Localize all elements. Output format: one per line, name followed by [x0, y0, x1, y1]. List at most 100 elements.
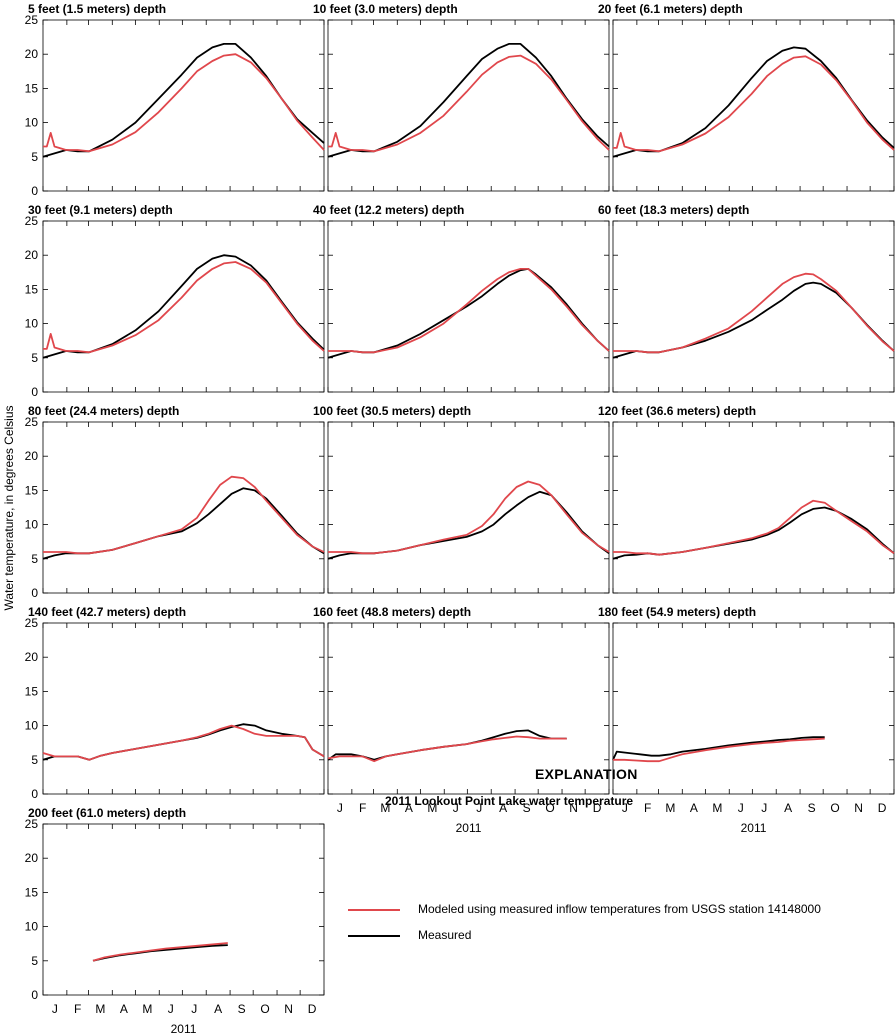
series-line-modeled [43, 261, 325, 354]
series-line-measured [612, 506, 895, 560]
panel-3: 20 feet (6.1 meters) depth [598, 2, 895, 192]
series-line-modeled [328, 268, 610, 354]
series-line-measured [92, 944, 228, 962]
series-line-measured [327, 729, 567, 761]
panel-frame [42, 19, 325, 192]
legend-label-measured: Measured [418, 928, 472, 942]
y-tick-label: 10 [25, 518, 39, 532]
series-line-modeled [43, 475, 325, 555]
y-tick-label: 20 [25, 449, 39, 463]
x-tick-label: J [52, 1002, 58, 1016]
y-tick-label: 15 [25, 81, 39, 95]
x-tick-label: D [878, 801, 887, 815]
y-tick-label: 10 [25, 116, 39, 130]
panel-1: 5 feet (1.5 meters) depth 0 5 10 15 20 25 [25, 2, 325, 198]
y-tick-label: 10 [25, 317, 39, 331]
panel-5: 40 feet (12.2 meters) depth [313, 203, 610, 393]
y-tick-label: 20 [25, 650, 39, 664]
series-line-modeled [613, 499, 895, 556]
x-tick-label: M [380, 801, 390, 815]
panel-frame [327, 421, 610, 594]
y-tick-label: 10 [25, 719, 39, 733]
y-axis-label: Water temperature, in degrees Celsius [2, 406, 16, 611]
y-tick-label: 0 [31, 184, 38, 198]
x-tick-label: M [95, 1002, 105, 1016]
panel-title: 100 feet (30.5 meters) depth [313, 404, 471, 418]
panel-frame [42, 421, 325, 594]
y-tick-label: 0 [31, 586, 38, 600]
x-tick-label: J [622, 801, 628, 815]
x-tick-label: A [405, 801, 413, 815]
panel-title: 40 feet (12.2 meters) depth [313, 203, 464, 217]
y-tick-label: 5 [31, 351, 38, 365]
x-tick-label: O [545, 801, 554, 815]
x-tick-label: J [191, 1002, 197, 1016]
panel-4: 30 feet (9.1 meters) depth 0 5 10 15 20 25 [25, 203, 325, 399]
x-tick-label: M [427, 801, 437, 815]
panel-2: 10 feet (3.0 meters) depth [313, 2, 610, 192]
panel-frame [327, 220, 610, 393]
x-tick-label: M [665, 801, 675, 815]
x-tick-label: F [644, 801, 651, 815]
x-tick-label: O [260, 1002, 269, 1016]
panel-title: 60 feet (18.3 meters) depth [598, 203, 749, 217]
y-tick-label: 5 [31, 552, 38, 566]
panel-title: 140 feet (42.7 meters) depth [28, 605, 186, 619]
y-tick-label: 0 [31, 988, 38, 1002]
y-tick-label: 5 [31, 150, 38, 164]
panel-title: 5 feet (1.5 meters) depth [28, 2, 166, 16]
series-line-modeled [613, 272, 895, 354]
panel-title: 80 feet (24.4 meters) depth [28, 404, 179, 418]
x-tick-label: S [523, 801, 531, 815]
y-tick-label: 20 [25, 47, 39, 61]
x-tick-label: F [359, 801, 366, 815]
y-tick-label: 0 [31, 385, 38, 399]
panel-frame [42, 823, 325, 996]
panel-9: 120 feet (36.6 meters) depth [598, 404, 895, 594]
x-tick-label: D [593, 801, 602, 815]
panel-title: 200 feet (61.0 meters) depth [28, 806, 186, 820]
y-tick-label: 25 [25, 817, 39, 831]
y-tick-label: 10 [25, 920, 39, 934]
y-tick-label: 15 [25, 483, 39, 497]
x-axis-year-label: 2011 [741, 821, 767, 835]
legend-subtitle: 2011 Lookout Point Lake water temperatur… [385, 794, 634, 808]
series-line-modeled [328, 480, 610, 555]
x-tick-label: J [168, 1002, 174, 1016]
panel-frame [612, 622, 895, 795]
series-line-measured [327, 490, 610, 560]
series-line-modeled [328, 54, 610, 153]
panel-10: 140 feet (42.7 meters) depth 0 5 10 15 20 25 [25, 605, 325, 801]
y-tick-label: 25 [25, 415, 39, 429]
series-line-modeled [327, 735, 567, 763]
x-tick-label: A [120, 1002, 128, 1016]
x-tick-label: D [308, 1002, 317, 1016]
x-tick-label: J [337, 801, 343, 815]
series-line-measured [612, 281, 895, 359]
series-line-modeled [613, 55, 895, 153]
y-tick-label: 5 [31, 753, 38, 767]
panel-frame [42, 622, 325, 795]
x-tick-label: A [499, 801, 507, 815]
y-tick-label: 25 [25, 616, 39, 630]
series-line-modeled [42, 724, 325, 761]
panel-title: 120 feet (36.6 meters) depth [598, 404, 756, 418]
panel-frame [612, 220, 895, 393]
panel-6: 60 feet (18.3 meters) depth [598, 203, 895, 393]
x-axis-year-label: 2011 [171, 1022, 197, 1034]
x-tick-label: J [453, 801, 459, 815]
series-line-measured [42, 254, 325, 359]
series-line-measured [42, 723, 325, 761]
x-tick-label: O [830, 801, 839, 815]
y-tick-label: 25 [25, 214, 39, 228]
x-tick-label: J [738, 801, 744, 815]
legend: EXPLANATION 2011 Lookout Point Lake wate… [340, 764, 890, 954]
x-tick-label: S [808, 801, 816, 815]
panel-title: 20 feet (6.1 meters) depth [598, 2, 743, 16]
panel-8: 100 feet (30.5 meters) depth [313, 404, 610, 594]
x-tick-label: A [690, 801, 698, 815]
panel-13: 200 feet (61.0 meters) depth 0 5 10 15 20 25 J F… [25, 806, 325, 1034]
